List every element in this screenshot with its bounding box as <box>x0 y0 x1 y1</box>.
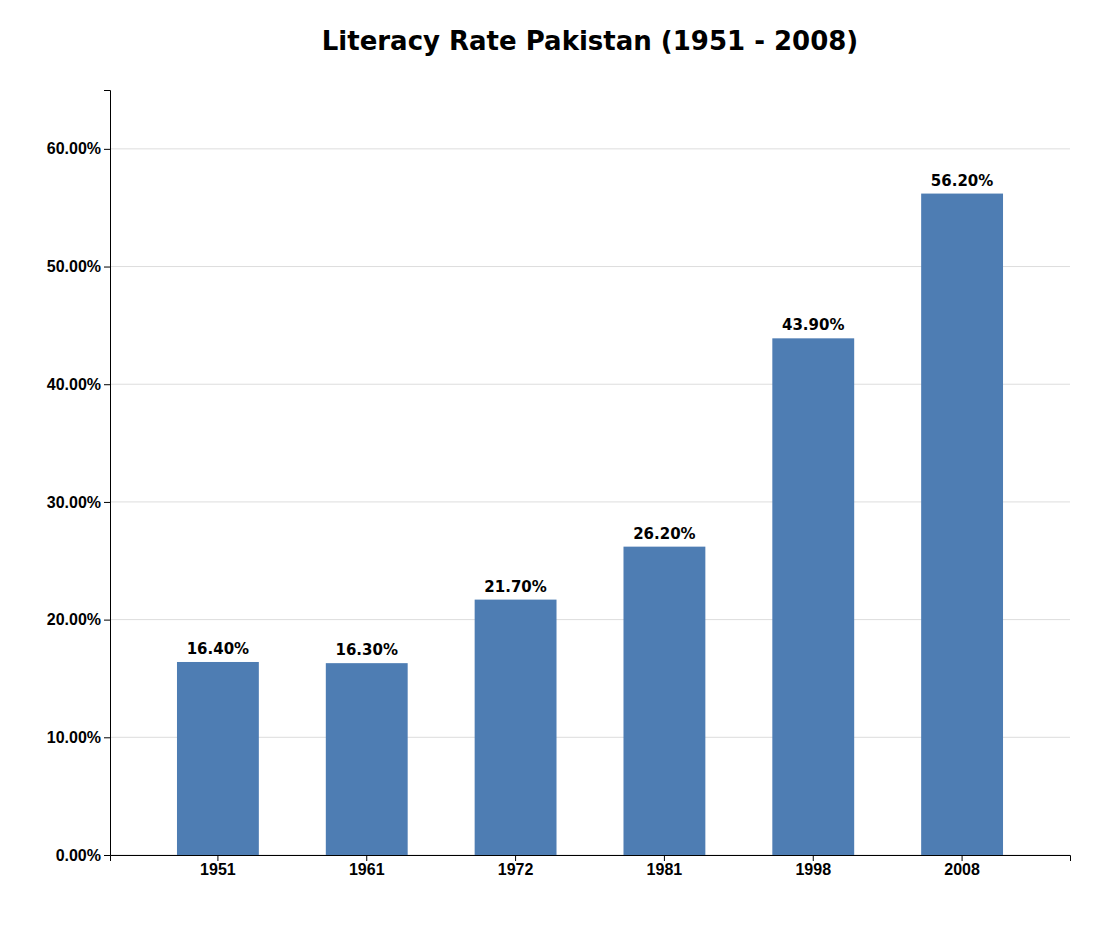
y-tick-label: 60.00% <box>47 140 101 157</box>
grid <box>110 149 1070 855</box>
y-tick-mark <box>104 855 110 856</box>
chart-svg: 0.00% 10.00% 20.00% 30.00% 40.00% 50.00% 60.00… <box>0 0 1100 925</box>
y-tick-label: 30.00% <box>47 494 101 511</box>
x-tick-label: 1972 <box>498 861 534 878</box>
x-tick-label: 1998 <box>795 861 831 878</box>
x-tick: 1961 <box>349 855 385 878</box>
x-tick: 1998 <box>795 855 831 878</box>
y-tick-label: 20.00% <box>47 611 101 628</box>
chart-container: 0.00% 10.00% 20.00% 30.00% 40.00% 50.00% 60.00… <box>0 0 1100 925</box>
y-axis-line <box>104 91 111 856</box>
y-tick-label: 10.00% <box>47 729 101 746</box>
data-label: 26.20% <box>633 525 695 543</box>
x-tick: 1951 <box>200 855 236 878</box>
title: Literacy Rate Pakistan (1951 - 2008) <box>322 26 859 56</box>
y-tick: 50.00% <box>47 258 110 275</box>
data-label: 16.40% <box>187 640 249 658</box>
x-tick-mark <box>962 855 963 861</box>
x-axis: 1951 1961 1972 1981 1998 2008 <box>111 855 1071 878</box>
y-tick-label: 50.00% <box>47 258 101 275</box>
y-tick-label: 0.00% <box>56 847 101 864</box>
x-tick-mark <box>515 855 516 861</box>
bar <box>475 600 557 855</box>
x-tick-mark <box>217 855 218 861</box>
x-tick-label: 1981 <box>647 861 683 878</box>
plot-area: 0.00% 10.00% 20.00% 30.00% 40.00% 50.00% 60.00… <box>47 91 1071 879</box>
y-tick: 30.00% <box>47 494 110 511</box>
y-tick: 0.00% <box>56 847 110 864</box>
y-tick-mark <box>104 502 110 503</box>
bars <box>177 194 1003 855</box>
x-tick: 1981 <box>647 855 683 878</box>
x-axis-line <box>111 856 1071 862</box>
x-tick-mark <box>664 855 665 861</box>
x-tick: 1972 <box>498 855 534 878</box>
data-label: 43.90% <box>782 316 844 334</box>
x-tick-mark <box>813 855 814 861</box>
x-tick-mark <box>366 855 367 861</box>
grid-line <box>110 148 1070 149</box>
y-tick: 20.00% <box>47 611 110 628</box>
y-tick: 40.00% <box>47 376 110 393</box>
y-tick-mark <box>104 149 110 150</box>
x-tick: 2008 <box>944 855 980 878</box>
bar <box>921 194 1003 855</box>
bar <box>623 547 705 855</box>
data-label: 16.30% <box>336 641 398 659</box>
bar <box>177 662 259 855</box>
y-tick: 60.00% <box>47 140 110 157</box>
y-tick-mark <box>104 737 110 738</box>
bar <box>326 663 408 855</box>
y-axis: 0.00% 10.00% 20.00% 30.00% 40.00% 50.00% 60.00… <box>47 91 111 864</box>
data-labels: 16.40% 16.30% 21.70% 26.20% 43.90% 56.20% <box>187 172 994 660</box>
bar <box>772 338 854 855</box>
x-tick-label: 2008 <box>944 861 980 878</box>
y-tick-mark <box>104 620 110 621</box>
y-tick-mark <box>104 267 110 268</box>
data-label: 21.70% <box>484 578 546 596</box>
y-tick: 10.00% <box>47 729 110 746</box>
x-tick-label: 1951 <box>200 861 236 878</box>
x-tick-label: 1961 <box>349 861 385 878</box>
y-tick-mark <box>104 384 110 385</box>
data-label: 56.20% <box>931 172 993 190</box>
y-tick-label: 40.00% <box>47 376 101 393</box>
